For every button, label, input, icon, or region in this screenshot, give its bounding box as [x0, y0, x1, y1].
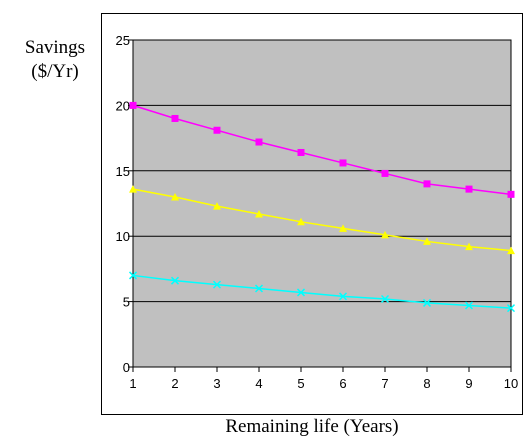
series-2-point	[171, 192, 179, 201]
series-3-point	[338, 292, 348, 301]
y-axis-ticks: 0 5 10 15 20 25	[116, 33, 133, 375]
y-tick-label: 25	[116, 33, 130, 48]
x-tick-label: 5	[297, 376, 304, 391]
series-1-point	[297, 148, 305, 156]
x-tick-label: 1	[129, 376, 136, 391]
series-3-point	[506, 304, 516, 313]
series-3-point-stroke	[254, 284, 264, 293]
series-1-point	[129, 101, 137, 109]
y-axis-label-line-2: ($/Yr)	[31, 61, 79, 82]
series-3-point	[212, 280, 222, 289]
series-2-point	[297, 217, 305, 226]
x-tick-label: 8	[423, 376, 430, 391]
y-tick-label: 15	[116, 164, 130, 179]
y-axis-label: Savings ($/Yr)	[8, 36, 102, 84]
series-3-point-stroke	[422, 298, 432, 307]
series-3-point	[464, 301, 474, 310]
x-tick-label: 2	[171, 376, 178, 391]
series-2-point	[339, 224, 347, 232]
x-tick-label: 4	[255, 376, 262, 391]
series-2-point	[465, 242, 473, 251]
series-3-point-stroke	[170, 276, 180, 285]
x-tick-label: 6	[339, 376, 346, 391]
series-1-point	[381, 169, 389, 177]
series-3-point-stroke	[338, 292, 348, 301]
gridlines	[133, 39, 511, 303]
series-3-point	[254, 284, 264, 293]
plot-area	[132, 39, 512, 368]
series-3-point-stroke	[464, 301, 474, 310]
series-2-point	[381, 230, 389, 239]
series-3-point	[128, 271, 138, 280]
series-3-point-stroke	[296, 288, 306, 297]
x-tick-label: 7	[381, 376, 388, 391]
y-tick-label: 20	[116, 98, 130, 113]
series-1-point	[507, 190, 515, 198]
series-3-point-stroke	[128, 271, 138, 280]
series-1-line	[132, 104, 512, 196]
series-2-point	[423, 237, 431, 245]
series-3-point-stroke	[506, 304, 516, 313]
series-2-point	[129, 185, 137, 193]
y-tick-label: 10	[116, 229, 130, 244]
series-1-point	[339, 159, 347, 167]
series-2-point	[255, 209, 263, 218]
x-tick-label: 3	[213, 376, 220, 391]
series-2-point	[213, 202, 221, 210]
series-3-point	[170, 276, 180, 285]
y-tick-label: 0	[123, 360, 130, 375]
x-tick-label: 10	[504, 376, 518, 391]
series-1-point	[423, 180, 431, 188]
series-1-point	[213, 126, 221, 134]
axes	[132, 40, 511, 368]
series-1-point	[465, 185, 473, 193]
series-3-point-stroke	[380, 294, 390, 304]
x-tick-label: 9	[465, 376, 472, 391]
series-3-point	[380, 294, 390, 304]
series-1-point	[255, 138, 263, 146]
series-layer	[128, 101, 516, 313]
x-axis-ticks: 1 2 3 4 5 6 7 8 9 10	[129, 367, 518, 391]
series-1-point	[171, 114, 179, 122]
series-3-point	[422, 298, 432, 307]
y-tick-label: 5	[123, 295, 130, 310]
series-2-point	[507, 246, 515, 255]
series-3-point	[296, 288, 306, 297]
y-axis-label-line-1: Savings	[24, 37, 86, 58]
series-3-point-stroke	[212, 280, 222, 289]
series-2-line	[132, 188, 512, 252]
series-3-line	[132, 274, 512, 309]
x-axis-label: Remaining life (Years)	[225, 416, 399, 437]
